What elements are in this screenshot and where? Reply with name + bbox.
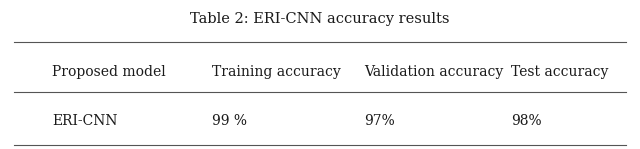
Text: ERI-CNN: ERI-CNN bbox=[52, 114, 118, 128]
Text: Table 2: ERI-CNN accuracy results: Table 2: ERI-CNN accuracy results bbox=[190, 12, 450, 26]
Text: Training accuracy: Training accuracy bbox=[212, 65, 340, 79]
Text: Test accuracy: Test accuracy bbox=[511, 65, 609, 79]
Text: 97%: 97% bbox=[365, 114, 396, 128]
Text: Validation accuracy: Validation accuracy bbox=[365, 65, 504, 79]
Text: 99 %: 99 % bbox=[212, 114, 246, 128]
Text: 98%: 98% bbox=[511, 114, 542, 128]
Text: Proposed model: Proposed model bbox=[52, 65, 166, 79]
